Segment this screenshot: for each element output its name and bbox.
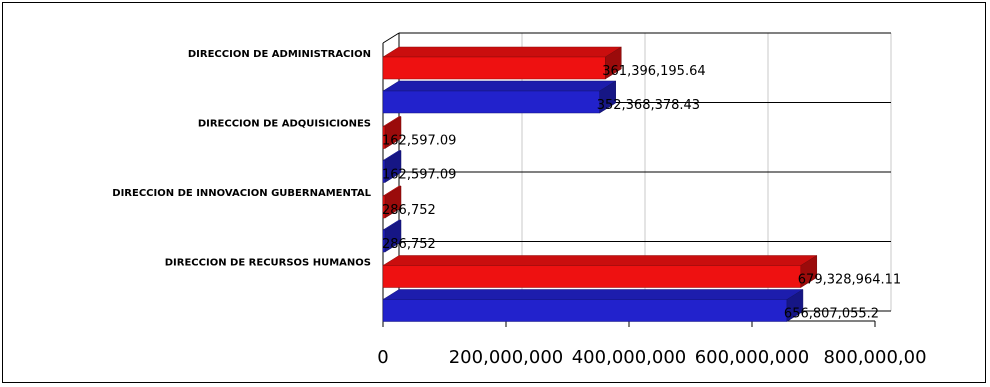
x-tick-label: 800,000,00	[823, 347, 926, 368]
bar	[382, 56, 606, 80]
category-separator-edge	[382, 32, 400, 44]
data-label: 361,396,195.64	[602, 64, 705, 79]
bar-side	[384, 116, 402, 149]
category-label: DIRECCION DE RECURSOS HUMANOS	[165, 258, 371, 269]
bar-top	[382, 255, 818, 266]
category-label: DIRECCION DE ADQUISICIONES	[198, 119, 371, 130]
data-label: 286,752	[382, 237, 436, 252]
x-tick-label: 0	[377, 347, 388, 368]
bar-side	[786, 289, 804, 322]
data-label: 162,597.09	[382, 134, 456, 149]
bar-top	[382, 46, 623, 58]
label-layer: 0 200,000,000 400,000,000 600,000,000 800,00…	[112, 49, 926, 368]
bar-side	[599, 80, 616, 114]
x-tick-label: 400,000,000	[572, 347, 687, 368]
data-label: 286,752	[382, 203, 436, 218]
data-label: 352,368,378.43	[597, 98, 700, 113]
bar	[382, 265, 802, 288]
bar-layer	[382, 46, 818, 322]
bar-top	[382, 80, 617, 92]
bar	[382, 90, 600, 114]
category-label: DIRECCION DE ADMINISTRACION	[188, 49, 371, 60]
data-label: 162,597.09	[382, 168, 456, 183]
chart-frame: 0 200,000,000 400,000,000 600,000,000 800,00…	[2, 2, 986, 383]
bar-side	[384, 219, 402, 253]
data-label: 679,328,964.11	[798, 273, 901, 288]
bar-side	[384, 150, 402, 183]
bar-chart: 0 200,000,000 400,000,000 600,000,000 800,00…	[112, 32, 927, 368]
x-tick-label: 200,000,000	[449, 347, 564, 368]
bar-side	[605, 46, 622, 80]
category-label: DIRECCION DE INNOVACION GUBERNAMENTAL	[112, 188, 371, 199]
bar-top	[382, 289, 804, 300]
bar-side	[800, 255, 818, 288]
bar	[382, 299, 788, 322]
x-tick-label: 600,000,000	[695, 347, 810, 368]
bar-side	[384, 185, 402, 219]
data-label: 656,807,055.2	[784, 307, 879, 322]
